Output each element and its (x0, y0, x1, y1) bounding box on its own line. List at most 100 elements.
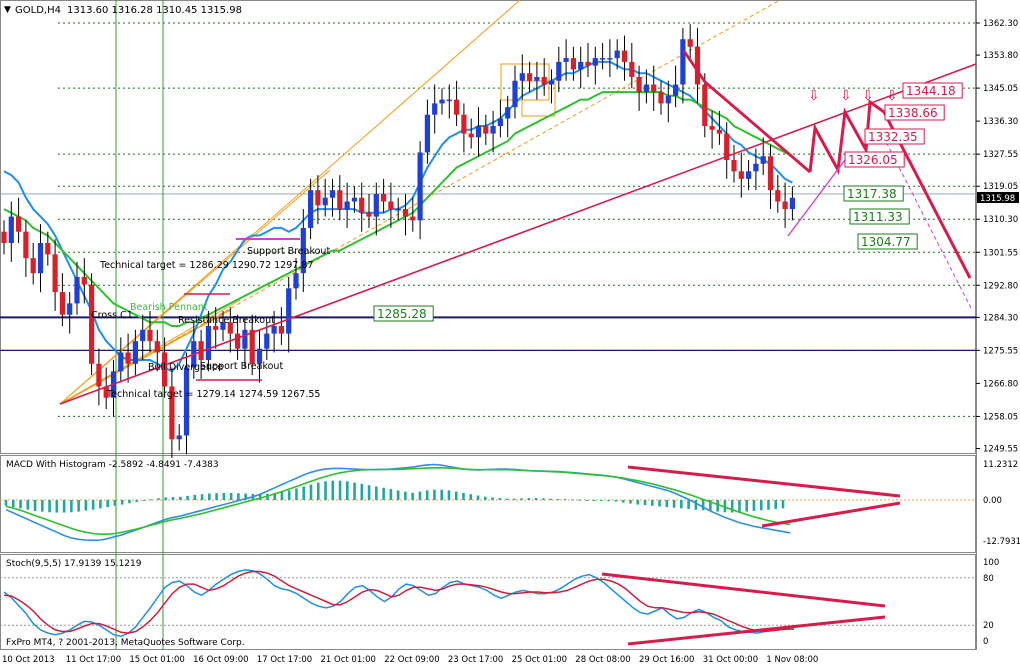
macd-histogram-bar (709, 500, 712, 511)
bull-candle (118, 352, 124, 372)
macd-histogram-bar (585, 500, 589, 501)
fibonacci-fan-line (59, 0, 521, 405)
macd-histogram-bar (113, 500, 117, 506)
bear-candle (169, 386, 175, 440)
bear-candle (1, 231, 7, 244)
bull-candle (760, 156, 766, 164)
bear-candle (96, 363, 102, 387)
macd-histogram-bar (549, 498, 552, 500)
bull-divergence-label: Bull Divergence (148, 362, 223, 373)
bear-candle (461, 114, 467, 134)
macd-histogram-bar (120, 500, 124, 505)
bear-candle (52, 254, 58, 293)
macd-histogram-bar (91, 500, 95, 510)
bear-candle (687, 39, 693, 47)
y-tick-label: 1266.80 (983, 379, 1018, 389)
zigzag-projection (808, 99, 885, 175)
bull-candle (505, 107, 511, 119)
bull-candle (519, 73, 525, 81)
price-panel-frame (0, 0, 976, 454)
bear-candle (125, 352, 131, 364)
macd-histogram-bar (157, 498, 160, 500)
bear-candle (410, 216, 416, 221)
x-axis-label: 22 Oct 09:00 (384, 655, 439, 665)
macd-histogram-bar (498, 498, 502, 500)
magenta-projection (787, 159, 846, 237)
bull-candle (132, 341, 138, 364)
macd-histogram-bar (331, 480, 335, 500)
macd-histogram-bar (404, 491, 407, 500)
symbol-arrow-icon[interactable]: ▼ (4, 5, 11, 15)
macd-signal-line (5, 467, 791, 535)
level-label: 1338.66 (888, 106, 938, 120)
y-tick-label: 1310.30 (983, 215, 1018, 225)
bull-candle (37, 243, 44, 274)
bull-candle (424, 114, 430, 153)
bear-candle (315, 190, 321, 206)
macd-histogram-bar (752, 500, 756, 511)
bull-candle (680, 39, 686, 85)
bear-candle (775, 190, 781, 202)
macd-histogram-bar (738, 500, 741, 513)
macd-histogram-bar (11, 500, 15, 508)
macd-histogram-bar (687, 500, 690, 510)
macd-histogram-bar (418, 491, 422, 500)
bear-candle (81, 276, 87, 285)
bull-candle (344, 201, 350, 210)
bear-candle (694, 46, 701, 85)
y-tick-label: 1301.55 (983, 248, 1018, 258)
macd-histogram-bar (774, 500, 778, 510)
macd-histogram-bar (367, 485, 371, 500)
bear-candle (731, 159, 737, 172)
stoch-y-tick-label: 20 (983, 621, 994, 631)
bear-candle (337, 190, 343, 210)
macd-histogram-bar (542, 498, 545, 500)
bull-candle (351, 197, 357, 202)
x-axis-label: 16 Oct 09:00 (193, 655, 248, 665)
bear-candle (709, 126, 715, 130)
technical-target-lower: Technical target = 1279.14 1274.59 1267.… (106, 389, 320, 400)
stoch-k-line (3, 569, 795, 638)
macd-histogram-bar (302, 486, 306, 500)
stoch-y-tick-label: 80 (983, 574, 994, 584)
consolidation-box-2 (521, 80, 556, 117)
bear-candle (147, 329, 153, 342)
macd-histogram-bar (178, 496, 182, 500)
macd-histogram-bar (767, 500, 770, 510)
macd-divergence-line-lower (761, 501, 901, 528)
macd-histogram-bar (433, 489, 436, 500)
macd-histogram-bar (425, 490, 429, 500)
macd-histogram-bar (360, 483, 364, 500)
y-tick-label: 1319.05 (983, 182, 1018, 192)
bull-candle (293, 273, 299, 289)
bull-candle (563, 58, 569, 62)
macd-histogram-bar (396, 490, 400, 500)
bull-candle (256, 348, 263, 364)
bull-candle (74, 276, 80, 304)
bear-candle (767, 156, 774, 191)
macd-histogram-bar (781, 500, 785, 509)
macd-histogram-bar (476, 495, 480, 500)
y-tick-label: 1336.30 (983, 117, 1018, 127)
bull-candle (439, 99, 445, 104)
macd-histogram-bar (672, 500, 676, 508)
macd-histogram-bar (578, 499, 581, 501)
copyright-footer: FxPro MT4, ? 2001-2013, MetaQuotes Softw… (6, 638, 245, 648)
support-breakout-upper: Support Breakout (247, 246, 330, 257)
level-label-box (864, 128, 925, 145)
x-axis-label: 1 Nov 08:00 (766, 655, 818, 665)
macd-histogram-bar (527, 498, 531, 500)
x-axis-label: 25 Oct 01:00 (512, 655, 567, 665)
down-arrow-icon: ⇩ (808, 88, 820, 104)
bull-candle (490, 126, 496, 134)
macd-histogram-bar (454, 491, 458, 500)
bull-candle (592, 58, 598, 66)
bull-candle (746, 171, 752, 179)
bear-candle (23, 231, 29, 259)
bear-candle (89, 284, 95, 364)
bear-candle (227, 322, 233, 334)
bull-candle (600, 58, 606, 60)
bull-candle (67, 303, 73, 315)
macd-histogram-bar (658, 500, 661, 507)
bull-candle (614, 50, 620, 59)
